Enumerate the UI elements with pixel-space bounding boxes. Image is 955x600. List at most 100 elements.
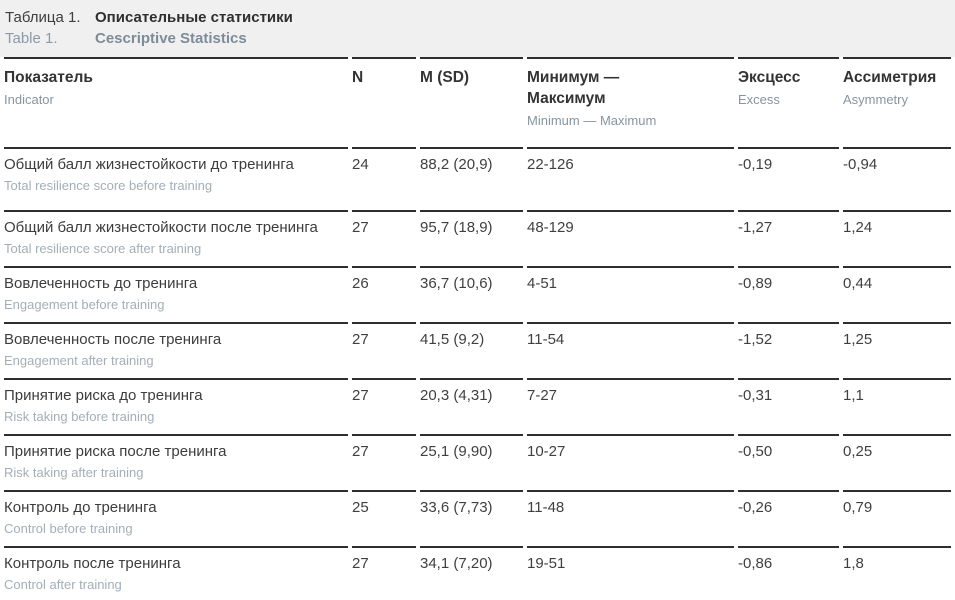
caption-prefix-en: Table 1.	[5, 30, 58, 47]
cell-minmax: 11-48	[527, 490, 734, 546]
msd-value: 41,5 (9,2)	[420, 331, 485, 348]
col-header-minmax-ru: Минимум — Максимум	[527, 69, 620, 107]
cell-minmax: 22-126	[527, 147, 734, 210]
cell-asymmetry: 0,25	[843, 434, 951, 490]
caption-line-en: Table 1. Cescriptive Statistics	[5, 28, 955, 49]
cell-n: 27	[352, 322, 416, 378]
asymmetry-value: -0,94	[843, 156, 878, 173]
n-value: 27	[352, 331, 369, 348]
asymmetry-value: 0,44	[843, 275, 873, 292]
cell-asymmetry: 1,24	[843, 210, 951, 266]
cell-asymmetry: 0,79	[843, 490, 951, 546]
cell-asymmetry: 0,44	[843, 266, 951, 322]
indicator-en: Total resilience score before training	[4, 178, 213, 193]
header-row: Показатель Indicator N M (SD) Минимум — …	[4, 57, 951, 147]
excess-value: -1,52	[738, 331, 773, 348]
table-row: Принятие риска до тренинга Risk taking b…	[4, 378, 951, 434]
cell-indicator: Вовлеченность до тренинга Engagement bef…	[4, 266, 348, 322]
caption-title-en: Cescriptive Statistics	[95, 30, 247, 47]
caption-prefix-ru: Таблица 1.	[5, 9, 81, 26]
col-header-indicator-ru: Показатель	[4, 69, 93, 86]
cell-n: 24	[352, 147, 416, 210]
cell-asymmetry: 1,25	[843, 322, 951, 378]
cell-msd: 88,2 (20,9)	[420, 147, 523, 210]
col-header-minmax-en: Minimum — Maximum	[527, 113, 657, 128]
indicator-en: Risk taking after training	[4, 465, 144, 480]
caption-title-ru: Описательные статистики	[95, 9, 293, 26]
indicator-ru: Принятие риска после тренинга	[4, 443, 227, 460]
cell-asymmetry: 1,1	[843, 378, 951, 434]
cell-n: 26	[352, 266, 416, 322]
cell-msd: 25,1 (9,90)	[420, 434, 523, 490]
indicator-en: Total resilience score after training	[4, 241, 202, 256]
col-header-excess-ru: Эксцесс	[738, 69, 801, 86]
cell-indicator: Общий балл жизнестойкости до тренинга To…	[4, 147, 348, 210]
minmax-value: 10-27	[527, 443, 566, 460]
cell-indicator: Вовлеченность после тренинга Engagement …	[4, 322, 348, 378]
msd-value: 95,7 (18,9)	[420, 219, 493, 236]
col-header-msd: M (SD)	[420, 57, 523, 147]
cell-msd: 33,6 (7,73)	[420, 490, 523, 546]
indicator-en: Engagement after training	[4, 353, 154, 368]
table-caption: Таблица 1. Описательные статистики Table…	[0, 0, 955, 57]
excess-value: -1,27	[738, 219, 773, 236]
cell-minmax: 19-51	[527, 546, 734, 600]
table-row: Вовлеченность до тренинга Engagement bef…	[4, 266, 951, 322]
cell-excess: -0,26	[738, 490, 839, 546]
col-header-msd-label: M (SD)	[420, 69, 470, 86]
cell-n: 27	[352, 546, 416, 600]
minmax-value: 11-48	[527, 499, 565, 516]
minmax-value: 22-126	[527, 156, 574, 173]
cell-n: 27	[352, 434, 416, 490]
asymmetry-value: 1,24	[843, 219, 873, 236]
asymmetry-value: 0,25	[843, 443, 873, 460]
table-row: Контроль до тренинга Control before trai…	[4, 490, 951, 546]
excess-value: -0,26	[738, 499, 773, 516]
indicator-ru: Принятие риска до тренинга	[4, 387, 203, 404]
descriptive-statistics-table: Показатель Indicator N M (SD) Минимум — …	[0, 57, 955, 600]
n-value: 27	[352, 387, 369, 404]
indicator-en: Risk taking before training	[4, 409, 155, 424]
cell-msd: 95,7 (18,9)	[420, 210, 523, 266]
cell-indicator: Общий балл жизнестойкости после тренинга…	[4, 210, 348, 266]
msd-value: 33,6 (7,73)	[420, 499, 493, 516]
cell-indicator: Принятие риска до тренинга Risk taking b…	[4, 378, 348, 434]
n-value: 27	[352, 443, 369, 460]
excess-value: -0,19	[738, 156, 773, 173]
table-row: Принятие риска после тренинга Risk takin…	[4, 434, 951, 490]
cell-excess: -1,27	[738, 210, 839, 266]
table-row: Вовлеченность после тренинга Engagement …	[4, 322, 951, 378]
cell-minmax: 7-27	[527, 378, 734, 434]
asymmetry-value: 1,1	[843, 387, 864, 404]
cell-asymmetry: -0,94	[843, 147, 951, 210]
msd-value: 88,2 (20,9)	[420, 156, 493, 173]
col-header-minmax: Минимум — Максимум Minimum — Maximum	[527, 57, 734, 147]
table-row: Контроль после тренинга Control after tr…	[4, 546, 951, 600]
indicator-ru: Контроль после тренинга	[4, 555, 181, 572]
cell-excess: -0,31	[738, 378, 839, 434]
indicator-en: Control after training	[4, 577, 122, 592]
col-header-asymmetry: Ассиметрия Asymmetry	[843, 57, 951, 147]
cell-minmax: 48-129	[527, 210, 734, 266]
minmax-value: 48-129	[527, 219, 574, 236]
cell-n: 27	[352, 378, 416, 434]
minmax-value: 4-51	[527, 275, 558, 292]
excess-value: -0,86	[738, 555, 773, 572]
col-header-indicator-en: Indicator	[4, 92, 54, 107]
cell-minmax: 4-51	[527, 266, 734, 322]
col-header-excess-en: Excess	[738, 92, 780, 107]
asymmetry-value: 1,8	[843, 555, 864, 572]
msd-value: 36,7 (10,6)	[420, 275, 493, 292]
asymmetry-value: 0,79	[843, 499, 873, 516]
indicator-ru: Общий балл жизнестойкости до тренинга	[4, 156, 294, 173]
col-header-excess: Эксцесс Excess	[738, 57, 839, 147]
table-row: Общий балл жизнестойкости после тренинга…	[4, 210, 951, 266]
excess-value: -0,89	[738, 275, 773, 292]
indicator-en: Control before training	[4, 521, 133, 536]
indicator-ru: Вовлеченность до тренинга	[4, 275, 198, 292]
msd-value: 34,1 (7,20)	[420, 555, 493, 572]
msd-value: 25,1 (9,90)	[420, 443, 493, 460]
asymmetry-value: 1,25	[843, 331, 873, 348]
excess-value: -0,50	[738, 443, 773, 460]
minmax-value: 19-51	[527, 555, 566, 572]
